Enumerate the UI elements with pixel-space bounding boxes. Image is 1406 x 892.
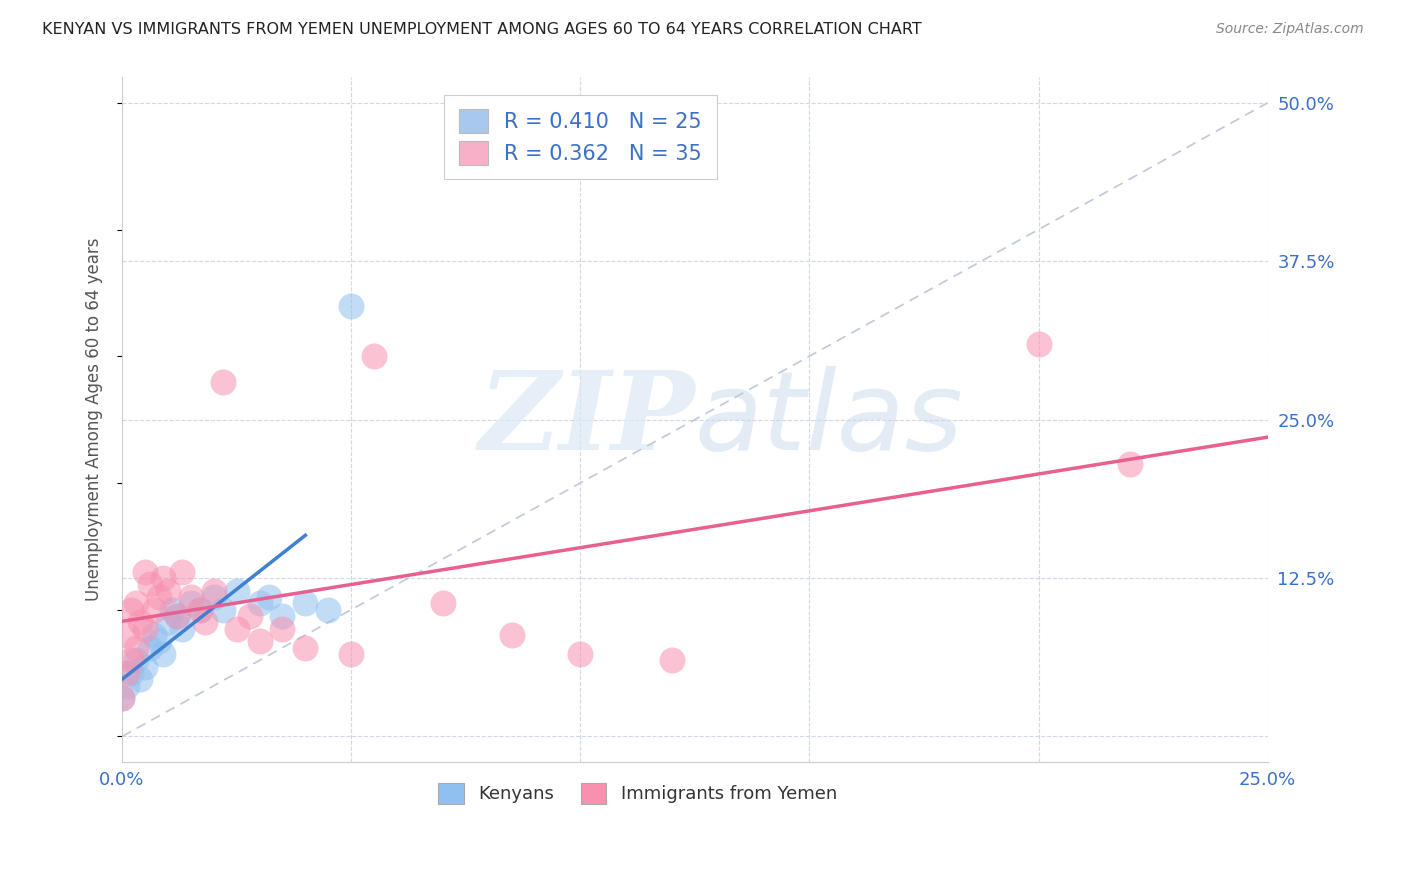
Point [134,622,156,636]
Point [193,615,215,630]
Point [180,590,202,604]
Point [134,659,156,673]
Point [162,603,184,617]
Point [152,571,174,585]
Point [170,565,193,579]
Point [294,640,316,655]
Text: ZIP: ZIP [478,366,695,474]
Point [212,375,235,389]
Text: atlas: atlas [695,366,963,473]
Y-axis label: Unemployment Among Ages 60 to 64 years: Unemployment Among Ages 60 to 64 years [86,238,103,601]
Point [271,609,294,624]
Point [111,691,134,706]
Point [125,653,148,667]
Point [294,596,316,610]
Point [115,666,138,681]
Point [225,622,247,636]
Point [249,634,271,648]
Point [188,603,211,617]
Point [129,615,152,630]
Point [166,609,188,624]
Point [661,653,683,667]
Point [166,609,188,624]
Point [148,634,170,648]
Point [188,603,211,617]
Legend: Kenyans, Immigrants from Yemen: Kenyans, Immigrants from Yemen [427,772,848,814]
Point [148,590,170,604]
Point [340,647,363,661]
Point [120,653,142,667]
Point [156,615,179,630]
Point [152,647,174,661]
Point [111,691,134,706]
Point [170,622,193,636]
Point [271,622,294,636]
Point [432,596,454,610]
Point [143,603,166,617]
Point [120,603,142,617]
Point [363,349,385,363]
Point [340,299,363,313]
Point [257,590,280,604]
Point [138,640,160,655]
Point [212,603,235,617]
Point [134,565,156,579]
Point [180,596,202,610]
Point [202,590,225,604]
Point [125,640,148,655]
Point [120,666,142,681]
Point [1028,336,1050,351]
Point [239,609,262,624]
Text: KENYAN VS IMMIGRANTS FROM YEMEN UNEMPLOYMENT AMONG AGES 60 TO 64 YEARS CORRELATI: KENYAN VS IMMIGRANTS FROM YEMEN UNEMPLOY… [42,22,922,37]
Point [225,583,247,598]
Point [249,596,271,610]
Point [569,647,592,661]
Point [115,679,138,693]
Point [202,583,225,598]
Point [129,673,152,687]
Point [115,628,138,642]
Text: Source: ZipAtlas.com: Source: ZipAtlas.com [1216,22,1364,37]
Point [1119,457,1142,471]
Point [143,628,166,642]
Point [501,628,523,642]
Point [156,583,179,598]
Point [316,603,339,617]
Point [138,577,160,591]
Point [125,596,148,610]
